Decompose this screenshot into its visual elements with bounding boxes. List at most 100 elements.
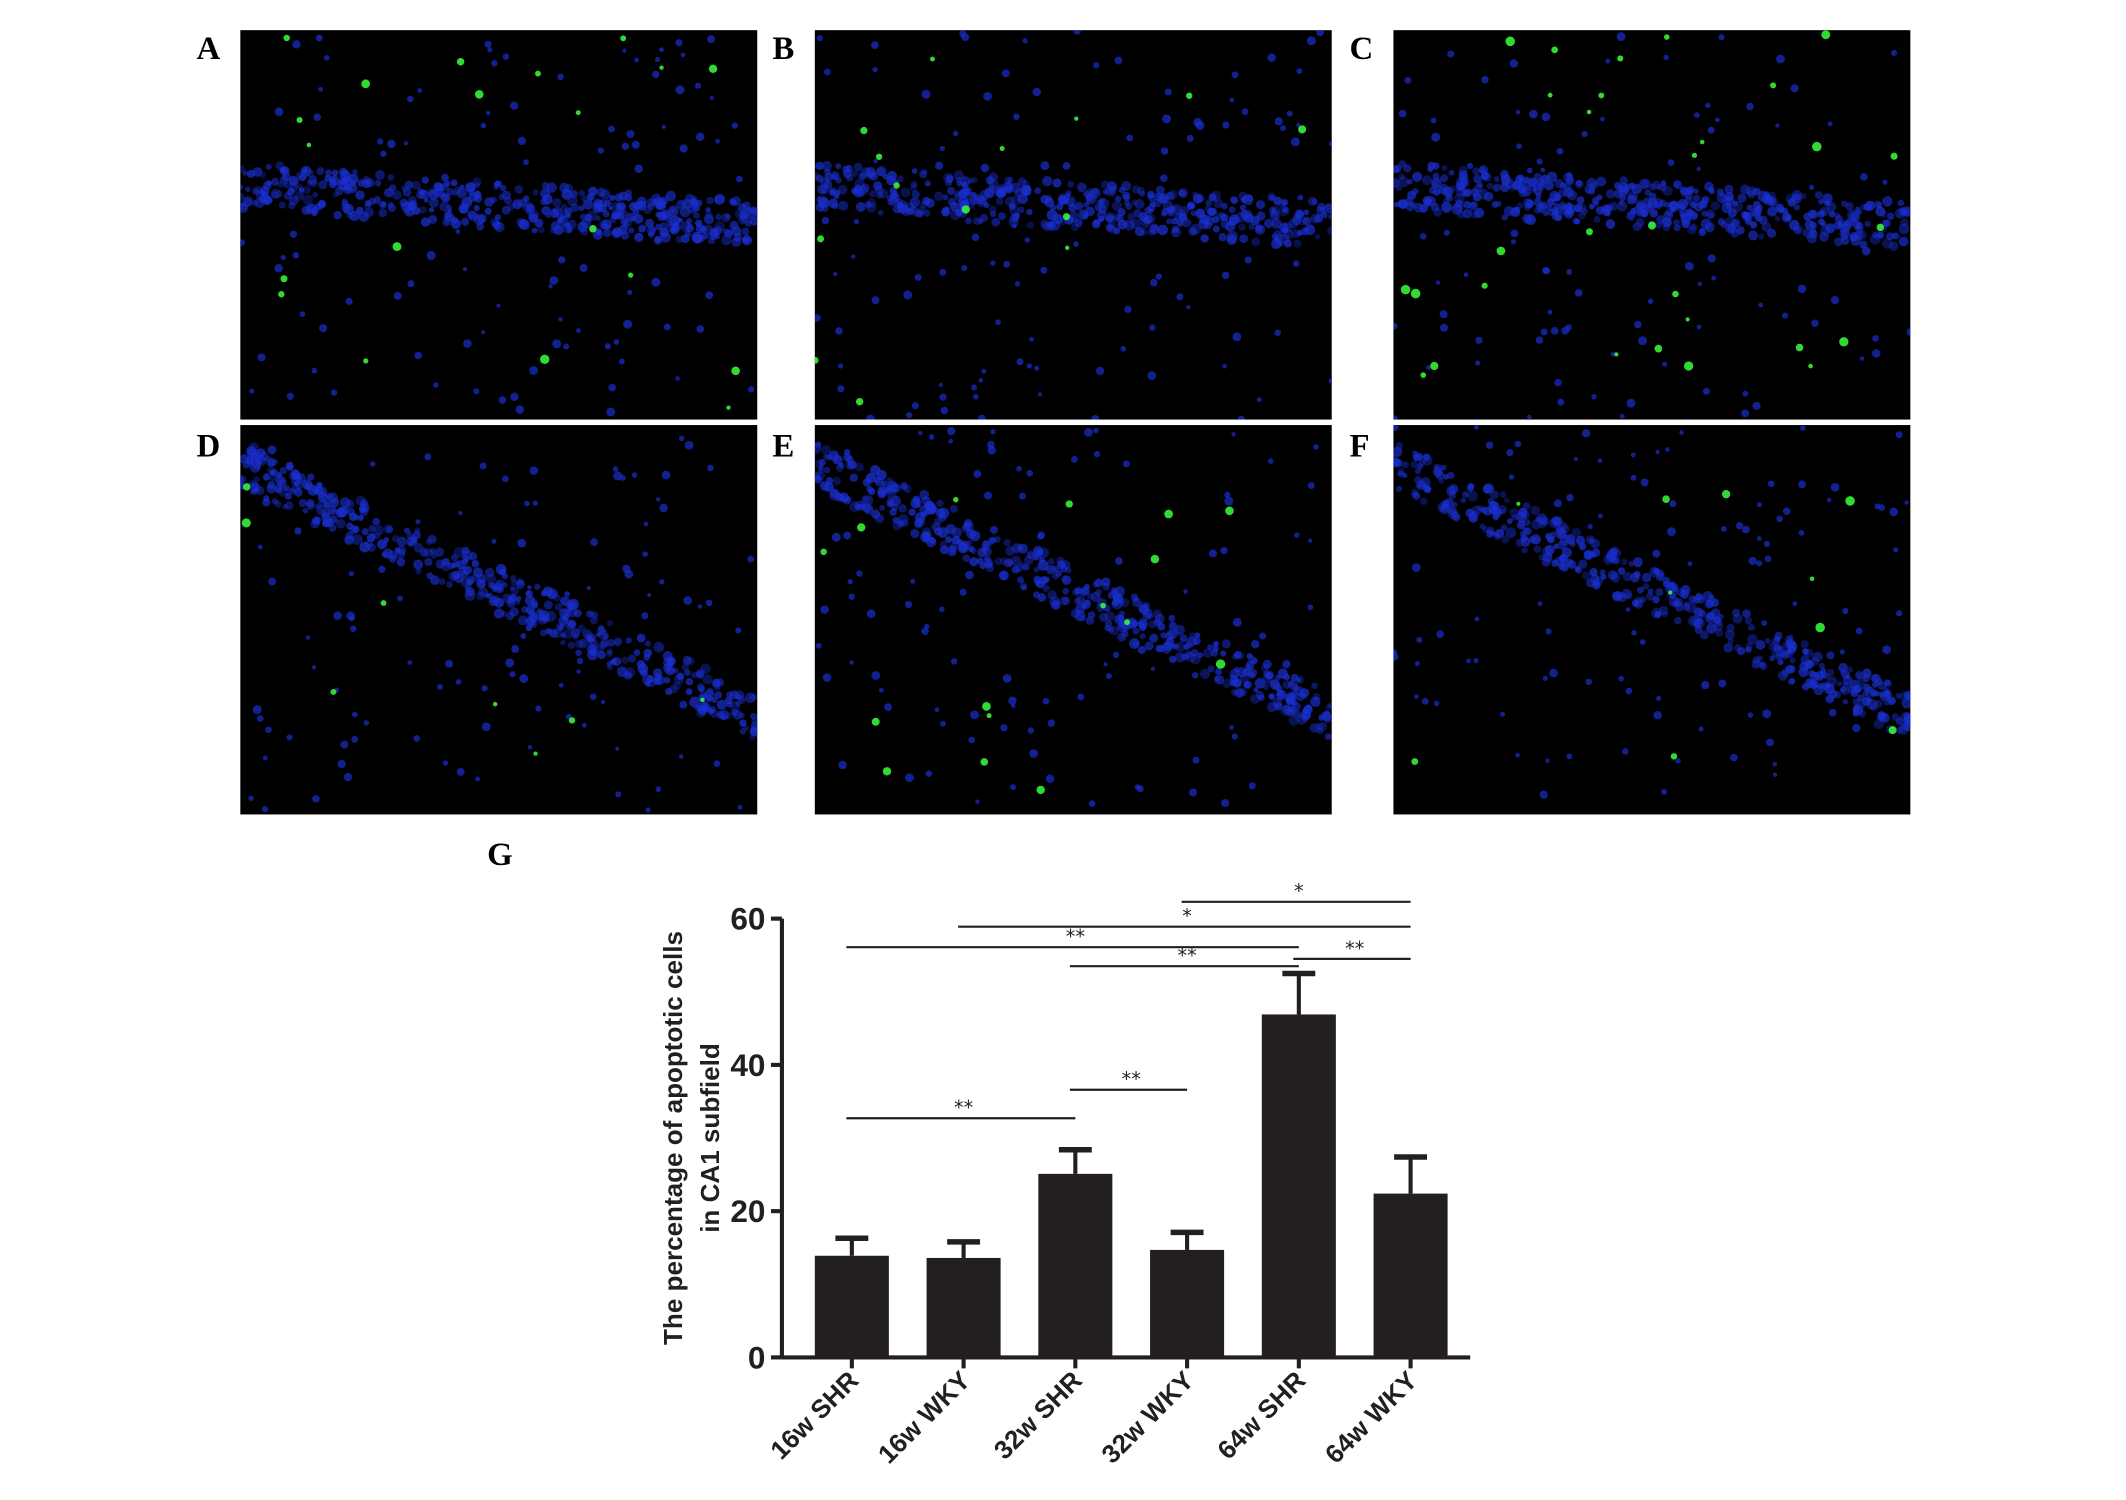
nucleus [397, 595, 403, 602]
nucleus [851, 254, 856, 259]
nucleus [877, 485, 888, 496]
nucleus [1186, 134, 1194, 142]
nucleus [1034, 187, 1042, 195]
nucleus [515, 595, 522, 602]
nucleus [1500, 524, 1508, 531]
nucleus [411, 537, 418, 545]
nucleus [1520, 534, 1528, 542]
nucleus [257, 353, 266, 362]
nucleus [1110, 184, 1118, 191]
nucleus [705, 211, 713, 220]
nucleus [1112, 651, 1120, 659]
apoptotic-cell [1795, 343, 1804, 352]
nucleus [1777, 659, 1784, 666]
apoptotic-cell [1721, 490, 1731, 499]
nucleus [557, 73, 564, 81]
panel-label-c: C [1350, 31, 1374, 67]
nucleus [1510, 229, 1519, 238]
nucleus [1161, 207, 1169, 216]
nucleus [617, 202, 627, 212]
nucleus [1426, 365, 1431, 370]
nucleus [1282, 206, 1289, 213]
nucleus [1463, 200, 1472, 209]
apoptotic-cell [363, 358, 369, 364]
nucleus [1248, 782, 1256, 790]
panel-label-e: E [772, 429, 794, 465]
nucleus [1194, 632, 1201, 639]
nucleus [1433, 464, 1440, 470]
nucleus [1044, 194, 1053, 203]
nucleus [527, 609, 536, 617]
nucleus [1591, 548, 1601, 557]
nucleus [849, 660, 854, 665]
nucleus [1701, 195, 1710, 205]
nucleus [1530, 533, 1542, 545]
nucleus [1692, 596, 1701, 604]
nucleus [523, 159, 529, 166]
nucleus [615, 746, 620, 751]
nucleus [1474, 616, 1480, 622]
nucleus [1801, 682, 1810, 691]
nucleus [240, 184, 244, 190]
nucleus [1174, 212, 1184, 222]
bar-16w-wky [926, 1257, 1001, 1358]
nucleus [311, 367, 318, 374]
nucleus [820, 605, 829, 614]
nucleus [1318, 722, 1328, 731]
nucleus [435, 559, 445, 569]
nucleus [903, 290, 913, 300]
nucleus [691, 671, 698, 679]
nucleus [1138, 621, 1143, 626]
nucleus [1598, 513, 1603, 519]
nucleus [1717, 613, 1724, 620]
apoptotic-cell [1648, 221, 1657, 230]
nucleus [1297, 216, 1307, 226]
nucleus [1701, 680, 1710, 690]
nucleus [1840, 686, 1850, 696]
nucleus [1625, 687, 1633, 695]
nucleus [1633, 205, 1645, 216]
nucleus [549, 276, 559, 285]
nucleus [684, 669, 691, 677]
nucleus [1462, 208, 1473, 219]
nucleus [459, 184, 465, 190]
nucleus [418, 205, 427, 215]
nucleus [1438, 478, 1445, 484]
nucleus [491, 538, 497, 544]
nucleus [1747, 712, 1754, 718]
nucleus [1530, 505, 1541, 516]
nucleus [1062, 587, 1070, 595]
nucleus [934, 707, 940, 713]
nucleus [886, 500, 893, 508]
nucleus [1253, 687, 1259, 693]
nucleus [461, 546, 470, 555]
nucleus [1696, 324, 1702, 330]
nucleus [345, 297, 353, 305]
nucleus [1276, 689, 1287, 701]
nucleus [1636, 586, 1644, 594]
nucleus [1073, 241, 1079, 247]
nucleus [821, 160, 832, 172]
nucleus [1220, 546, 1228, 555]
apoptotic-cell [1186, 92, 1193, 99]
nucleus [1864, 220, 1871, 228]
nucleus [265, 163, 272, 170]
nucleus [1323, 710, 1330, 717]
nucleus [833, 272, 838, 277]
nucleus [1476, 181, 1484, 188]
nucleus [1626, 194, 1637, 205]
nucleus [1763, 540, 1771, 547]
nucleus [1756, 560, 1763, 567]
nucleus [1164, 631, 1174, 641]
nucleus [973, 393, 979, 400]
nucleus [725, 696, 733, 705]
nucleus [561, 615, 568, 621]
nucleus [938, 507, 946, 515]
nucleus [337, 759, 346, 769]
nucleus [1032, 87, 1042, 97]
nucleus [549, 208, 560, 219]
nucleus [1724, 184, 1734, 194]
nucleus [1487, 498, 1494, 505]
